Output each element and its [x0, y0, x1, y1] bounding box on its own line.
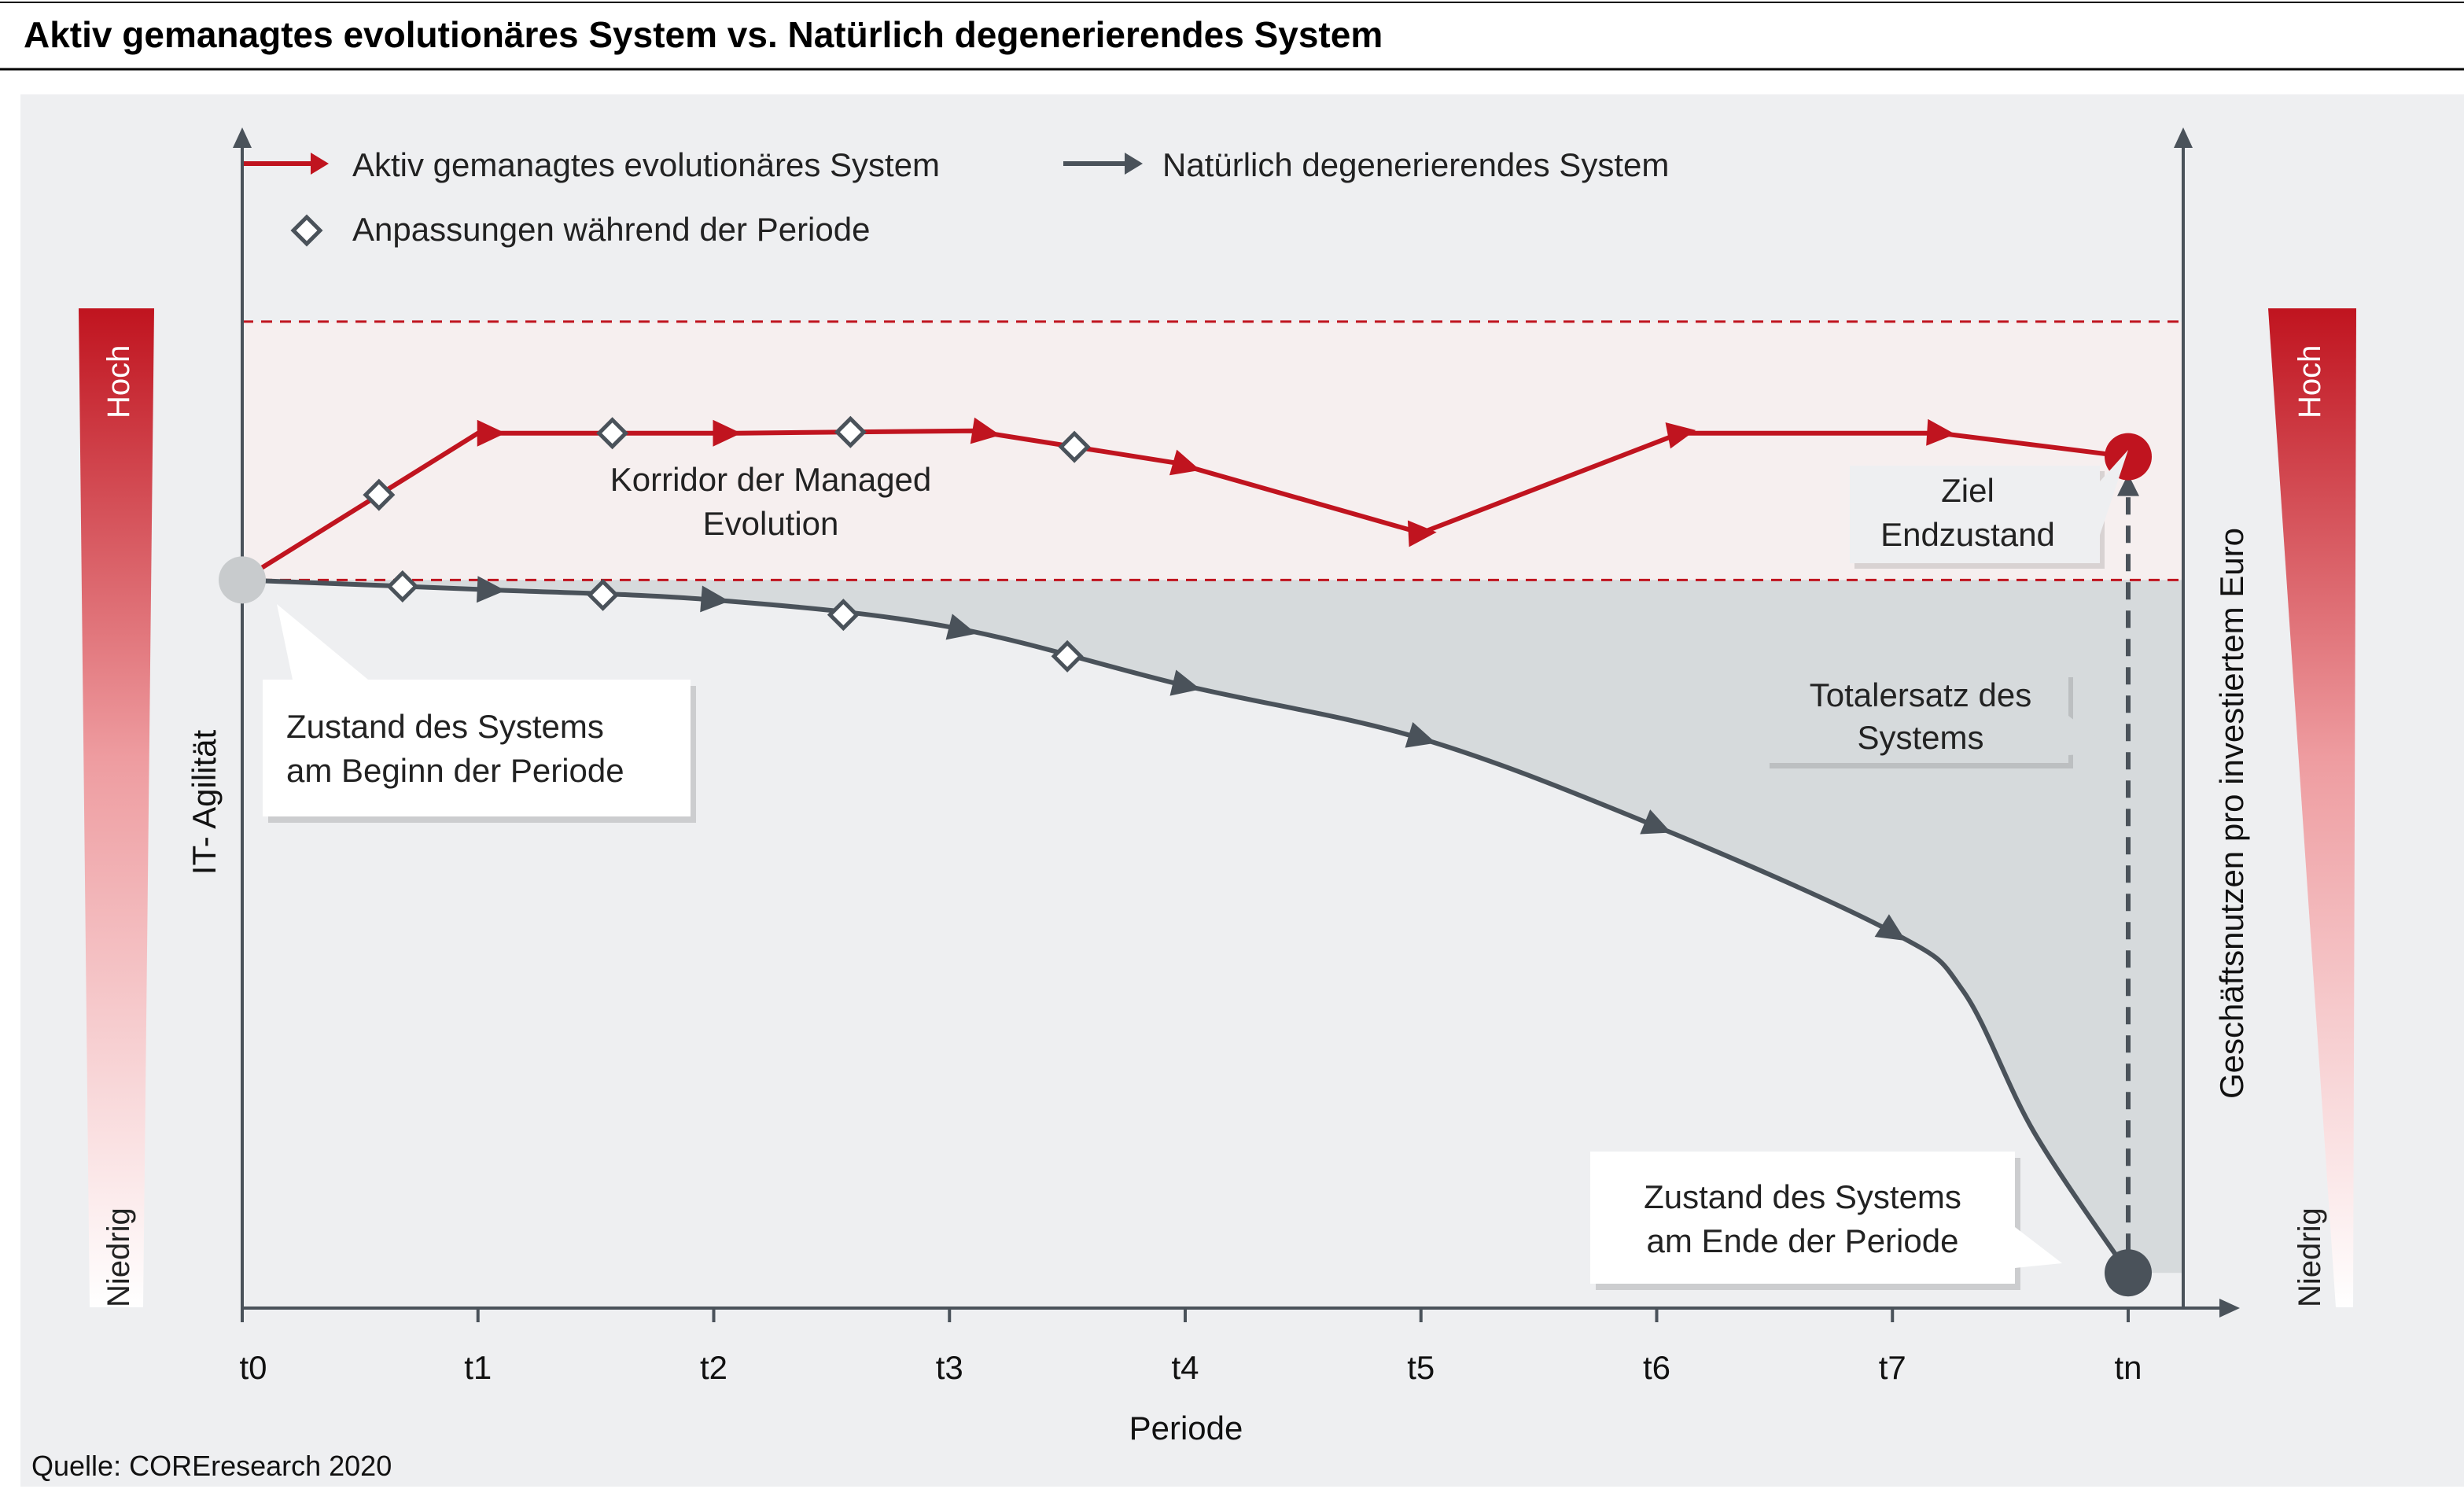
left-scale-bar: [79, 308, 154, 1307]
x-tick-label-tn: tn: [2114, 1349, 2142, 1386]
callout-start-line1: Zustand des Systems: [286, 708, 604, 745]
callout-replacement-line1: Totalersatz des: [1810, 676, 2031, 713]
series-degenerating-arrow-4: [1169, 669, 1201, 696]
adjustment-managed-2: [596, 417, 629, 450]
series-managed-arrow-5: [1407, 520, 1437, 547]
legend-managed-label: Aktiv gemanagtes evolutionäres System: [352, 146, 940, 183]
series-managed-arrow-3: [970, 417, 1000, 444]
legend-degenerating-label: Natürlich degenerierendes System: [1162, 146, 1669, 183]
degeneration-gap-area: [242, 580, 2183, 1273]
series-degenerating-arrow-5: [1405, 722, 1436, 748]
corridor-label-line2: Evolution: [703, 505, 839, 542]
callout-start-pointer: [277, 604, 368, 680]
series-managed-arrow-1: [477, 419, 506, 447]
page-title: Aktiv gemanagtes evolutionäres System vs…: [24, 14, 1383, 55]
x-tick-label-t5: t5: [1407, 1349, 1435, 1386]
callout-start-box: [263, 680, 691, 816]
replacement-arrow-icon: [2117, 474, 2139, 496]
adjustment-degenerating-4: [1051, 639, 1084, 673]
callout-end-box: [1590, 1152, 2015, 1284]
callout-target-line1: Ziel: [1941, 472, 1994, 509]
legend-managed-arrow-icon: [311, 153, 329, 175]
callout-target: Ziel Endzustand: [1850, 450, 2128, 569]
x-tick-label-t7: t7: [1879, 1349, 1906, 1386]
callout-replacement-line2: Systems: [1857, 719, 1983, 756]
legend: Aktiv gemanagtes evolutionäres System Na…: [244, 146, 1669, 248]
series-managed-arrow-4: [1169, 449, 1201, 476]
x-axis-title: Periode: [1129, 1410, 1243, 1447]
right-scale-low: Niedrig: [2293, 1207, 2327, 1307]
adjustment-degenerating-3: [827, 599, 860, 632]
series-degenerating-arrow-7: [1874, 914, 1906, 942]
adjustment-managed-3: [834, 415, 867, 448]
legend-diamond-icon: [290, 214, 323, 247]
callout-end: Zustand des Systems am Ende der Periode: [1590, 1152, 2062, 1290]
left-scale-low: Niedrig: [101, 1207, 136, 1307]
right-scale-high: Hoch: [2293, 345, 2327, 418]
callout-end-pointer: [2015, 1227, 2062, 1268]
series-managed-arrow-6: [1665, 422, 1696, 449]
corridor-label-line1: Korridor der Managed: [610, 461, 932, 498]
adjustment-degenerating-1: [386, 569, 419, 603]
y-axis-title: IT- Agilität: [186, 729, 223, 875]
y-axis-arrow-icon: [233, 127, 252, 148]
callout-start: Zustand des Systems am Beginn der Period…: [263, 604, 696, 823]
start-state-marker: [219, 556, 266, 604]
legend-adjustments-label: Anpassungen während der Periode: [352, 211, 870, 248]
x-tick-label-t3: t3: [936, 1349, 963, 1386]
callout-target-line2: Endzustand: [1880, 516, 2055, 553]
series-degenerating-arrow-3: [945, 614, 977, 640]
adjustment-degenerating-2: [587, 578, 620, 611]
callout-target-box: [1850, 466, 2100, 563]
series-degenerating-arrow-2: [700, 585, 730, 613]
callout-target-pointer: [2100, 450, 2128, 535]
right-scale-bar: [2268, 308, 2356, 1307]
series-managed-arrow-7: [1926, 418, 1956, 446]
x-tick-label-t4: t4: [1171, 1349, 1199, 1386]
legend-degenerating-arrow-icon: [1125, 153, 1143, 175]
callout-end-line2: am Ende der Periode: [1647, 1222, 1959, 1259]
series-degenerating-arrow-6: [1640, 809, 1671, 835]
callout-replacement: Totalersatz des Systems: [1765, 672, 2116, 768]
callout-replacement-box: [1765, 672, 2068, 763]
callout-end-line1: Zustand des Systems: [1644, 1178, 1961, 1215]
y2-axis-arrow-icon: [2174, 127, 2193, 148]
adjustment-managed-1: [363, 478, 396, 511]
x-axis-arrow-icon: [2219, 1299, 2240, 1318]
x-tick-label-t2: t2: [700, 1349, 727, 1386]
callout-start-line2: am Beginn der Periode: [286, 752, 624, 789]
source-note: Quelle: COREresearch 2020: [31, 1450, 392, 1482]
x-tick-label-t6: t6: [1643, 1349, 1670, 1386]
x-tick-label-t0: t0: [239, 1349, 267, 1386]
y2-axis-title: Geschäftsnutzen pro investiertem Euro: [2213, 528, 2250, 1099]
x-tick-label-t1: t1: [464, 1349, 492, 1386]
end-state-marker: [2105, 1249, 2152, 1297]
left-scale-high: Hoch: [101, 345, 136, 418]
series-managed-arrow-2: [713, 419, 742, 447]
adjustment-managed-4: [1058, 430, 1091, 463]
callout-replacement-pointer: [2068, 716, 2116, 755]
series-degenerating-arrow-1: [476, 576, 506, 603]
